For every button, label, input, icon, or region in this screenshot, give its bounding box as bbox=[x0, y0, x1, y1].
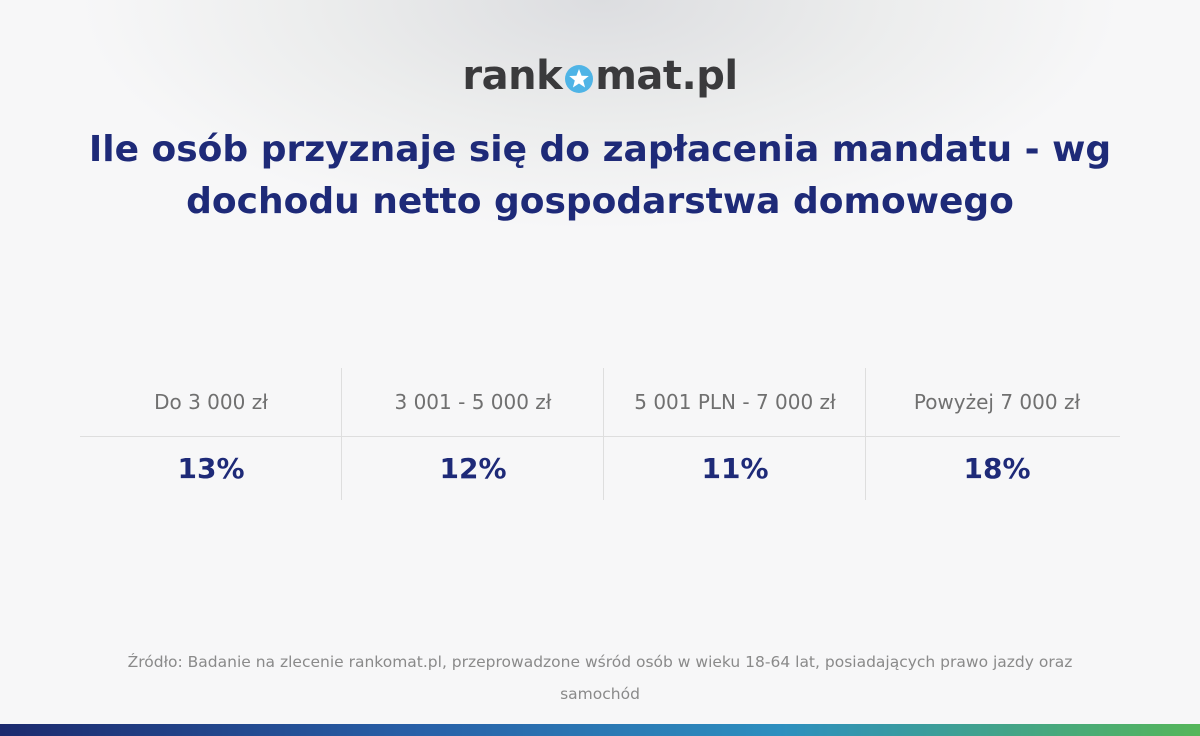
table-column: Powyżej 7 000 zł 18% bbox=[866, 368, 1128, 500]
table-divider-vertical bbox=[603, 368, 604, 500]
table-column: Do 3 000 zł 13% bbox=[80, 368, 342, 500]
percentage-value: 12% bbox=[439, 451, 507, 485]
income-bracket-label: 3 001 - 5 000 zł bbox=[394, 390, 552, 414]
income-bracket-label: 5 001 PLN - 7 000 zł bbox=[634, 390, 836, 414]
page-title: Ile osób przyznaje się do zapłacenia man… bbox=[88, 129, 1112, 222]
bottom-gradient-bar bbox=[0, 724, 1200, 736]
income-table: Do 3 000 zł 13% 3 001 - 5 000 zł 12% 5 001 P… bbox=[80, 368, 1120, 500]
table-divider-horizontal bbox=[80, 436, 1120, 437]
star-icon bbox=[564, 64, 594, 94]
rankomat-logo: rank mat.pl bbox=[0, 52, 1200, 100]
income-bracket-label: Do 3 000 zł bbox=[154, 390, 268, 414]
logo-text-end: mat.pl bbox=[595, 53, 738, 99]
table-divider-vertical bbox=[341, 368, 342, 500]
percentage-value: 18% bbox=[963, 451, 1031, 485]
table-divider-vertical bbox=[865, 368, 866, 500]
table-column: 5 001 PLN - 7 000 zł 11% bbox=[604, 368, 866, 500]
table-column: 3 001 - 5 000 zł 12% bbox=[342, 368, 604, 500]
source-note: Źródło: Badanie na zlecenie rankomat.pl,… bbox=[127, 653, 1073, 703]
logo-text-start: rank bbox=[462, 53, 563, 99]
income-bracket-label: Powyżej 7 000 zł bbox=[913, 390, 1081, 414]
percentage-value: 13% bbox=[177, 451, 245, 485]
percentage-value: 11% bbox=[701, 451, 769, 485]
